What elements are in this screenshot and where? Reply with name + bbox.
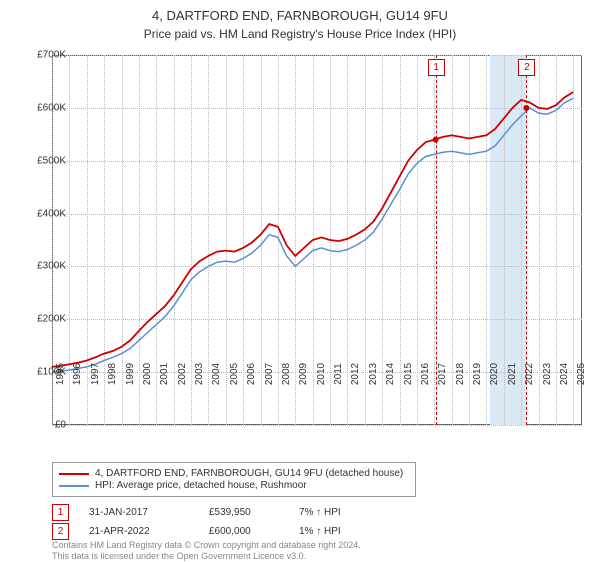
series-hpi xyxy=(52,98,573,372)
x-tick-label: 2003 xyxy=(194,363,205,385)
legend: 4, DARTFORD END, FARNBOROUGH, GU14 9FU (… xyxy=(52,462,416,497)
x-tick-label: 2012 xyxy=(350,363,361,385)
y-tick-label: £400K xyxy=(37,208,66,219)
x-tick-label: 1999 xyxy=(125,363,136,385)
sales-row-1: 1 31-JAN-2017 £539,950 7% ↑ HPI xyxy=(52,504,389,521)
x-tick-label: 1996 xyxy=(72,363,83,385)
sales-date-1: 31-JAN-2017 xyxy=(89,507,209,518)
footer-line-1: Contains HM Land Registry data © Crown c… xyxy=(52,540,361,551)
sales-price-1: £539,950 xyxy=(209,507,299,518)
chart-subtitle: Price paid vs. HM Land Registry's House … xyxy=(0,27,600,41)
marker-box-1: 1 xyxy=(428,59,445,76)
y-tick-label: £500K xyxy=(37,155,66,166)
x-tick-label: 2004 xyxy=(211,363,222,385)
x-tick-label: 2006 xyxy=(246,363,257,385)
sales-hpi-2: 1% ↑ HPI xyxy=(299,526,389,537)
legend-item-1: 4, DARTFORD END, FARNBOROUGH, GU14 9FU (… xyxy=(59,468,409,479)
x-tick-label: 2001 xyxy=(159,363,170,385)
y-tick-label: £700K xyxy=(37,50,66,61)
y-tick-label: £0 xyxy=(55,420,66,431)
x-tick-label: 2007 xyxy=(264,363,275,385)
x-tick-label: 1998 xyxy=(107,363,118,385)
footer: Contains HM Land Registry data © Crown c… xyxy=(52,540,361,562)
x-tick-label: 2020 xyxy=(489,363,500,385)
x-tick-label: 1997 xyxy=(90,363,101,385)
x-tick-label: 2015 xyxy=(403,363,414,385)
series-price_paid xyxy=(52,92,573,367)
x-tick-label: 2019 xyxy=(472,363,483,385)
y-tick-label: £200K xyxy=(37,314,66,325)
x-tick-label: 2023 xyxy=(542,363,553,385)
sales-marker-2: 2 xyxy=(52,523,69,540)
x-tick-label: 2005 xyxy=(229,363,240,385)
x-tick-label: 1995 xyxy=(55,363,66,385)
legend-label-2: HPI: Average price, detached house, Rush… xyxy=(95,480,307,491)
x-tick-label: 2002 xyxy=(177,363,188,385)
sales-row-2: 2 21-APR-2022 £600,000 1% ↑ HPI xyxy=(52,523,389,540)
x-tick-label: 2014 xyxy=(385,363,396,385)
marker-box-2: 2 xyxy=(518,59,535,76)
chart-title: 4, DARTFORD END, FARNBOROUGH, GU14 9FU xyxy=(0,0,600,25)
x-tick-label: 2013 xyxy=(368,363,379,385)
x-tick-label: 2017 xyxy=(437,363,448,385)
sales-hpi-1: 7% ↑ HPI xyxy=(299,507,389,518)
x-tick-label: 2016 xyxy=(420,363,431,385)
x-tick-label: 2022 xyxy=(524,363,535,385)
x-tick-label: 2011 xyxy=(333,363,344,385)
x-tick-label: 2021 xyxy=(507,363,518,385)
sales-date-2: 21-APR-2022 xyxy=(89,526,209,537)
x-tick-label: 2024 xyxy=(559,363,570,385)
sales-marker-1: 1 xyxy=(52,504,69,521)
sales-price-2: £600,000 xyxy=(209,526,299,537)
y-tick-label: £600K xyxy=(37,102,66,113)
x-tick-label: 2009 xyxy=(298,363,309,385)
legend-label-1: 4, DARTFORD END, FARNBOROUGH, GU14 9FU (… xyxy=(95,468,403,479)
legend-item-2: HPI: Average price, detached house, Rush… xyxy=(59,480,409,491)
sales-table: 1 31-JAN-2017 £539,950 7% ↑ HPI 2 21-APR… xyxy=(52,502,389,542)
x-tick-label: 2000 xyxy=(142,363,153,385)
x-tick-label: 2025 xyxy=(576,363,587,385)
gridline-h xyxy=(52,425,582,426)
x-tick-label: 2010 xyxy=(316,363,327,385)
legend-swatch-2 xyxy=(59,485,89,487)
x-tick-label: 2018 xyxy=(455,363,466,385)
x-tick-label: 2008 xyxy=(281,363,292,385)
y-tick-label: £300K xyxy=(37,261,66,272)
legend-swatch-1 xyxy=(59,473,89,475)
